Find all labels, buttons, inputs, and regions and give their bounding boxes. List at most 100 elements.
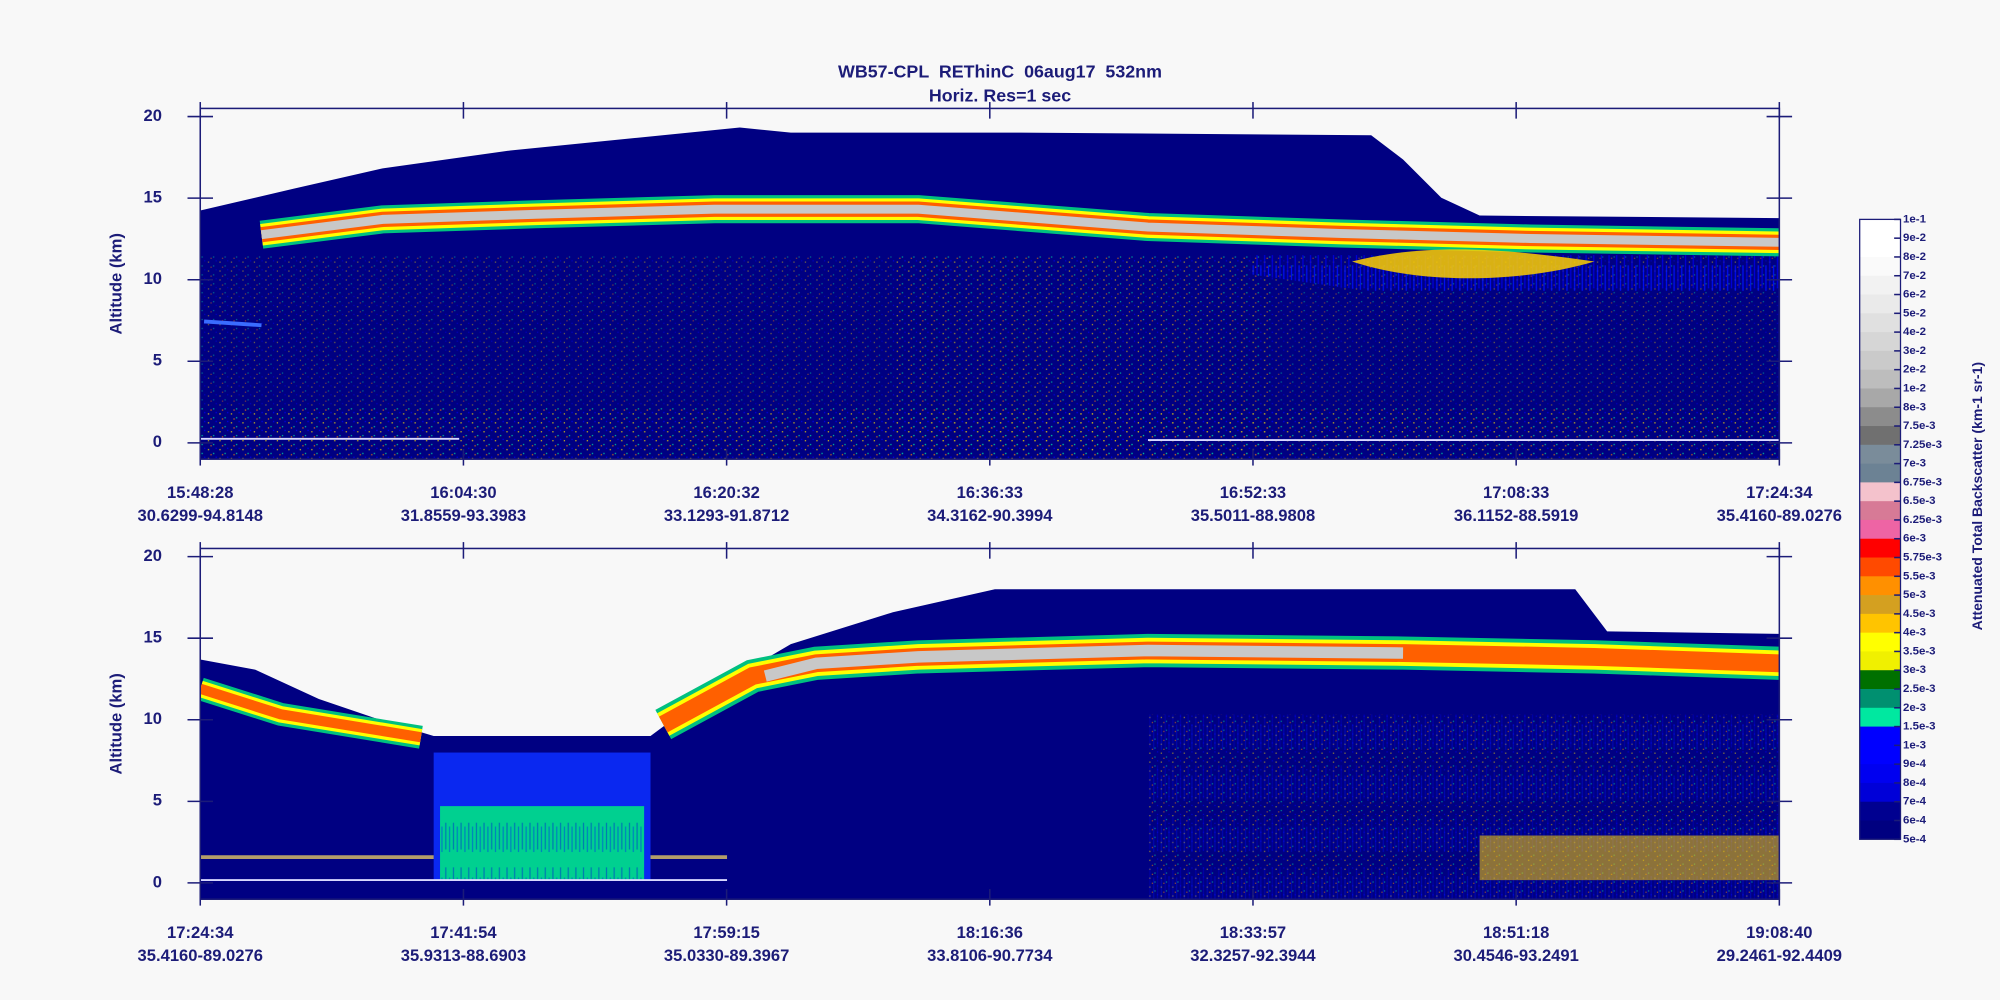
y-tick-label: 10 [144, 709, 162, 728]
colorbar-tick-label: 6e-3 [1903, 533, 1926, 545]
colorbar-tick-label: 4.5e-3 [1903, 608, 1936, 620]
colorbar-tick-label: 1e-2 [1903, 382, 1926, 394]
x-tick-location: 33.1293-91.8712 [664, 506, 789, 525]
colorbar-segment [1859, 726, 1901, 746]
y-tick-label: 0 [153, 432, 162, 451]
y-tick-label: 5 [153, 351, 162, 370]
x-tick-location: 35.9313-88.6903 [401, 946, 526, 965]
y-tick-label: 15 [144, 188, 162, 207]
colorbar-segment [1859, 613, 1901, 634]
colorbar-tick-label: 7.5e-3 [1903, 420, 1936, 432]
x-tick-location: 30.4546-93.2491 [1453, 946, 1578, 965]
colorbar-tick-label: 5e-3 [1903, 589, 1926, 601]
chart-title: WB57-CPL REThinC 06aug17 532nm [838, 61, 1162, 81]
colorbar-segment [1859, 332, 1901, 352]
x-tick-time: 18:51:18 [1483, 923, 1549, 942]
colorbar-segment [1859, 501, 1901, 521]
colorbar-segment [1859, 595, 1901, 615]
x-tick-location: 30.6299-94.8148 [138, 506, 263, 525]
colorbar-tick-label: 6e-4 [1903, 815, 1927, 827]
colorbar-tick-label: 1e-1 [1903, 213, 1927, 225]
x-tick-location: 31.8559-93.3983 [401, 506, 526, 525]
x-tick-time: 15:48:28 [167, 483, 233, 502]
y-tick-label: 20 [144, 106, 162, 125]
x-tick-location: 35.0330-89.3967 [664, 946, 789, 965]
colorbar-tick-label: 2e-2 [1903, 364, 1926, 376]
curtain-image [200, 548, 1780, 900]
x-tick-time: 18:16:36 [957, 923, 1023, 942]
colorbar-tick-label: 7e-2 [1903, 270, 1926, 282]
colorbar-tick-label: 5.5e-3 [1903, 570, 1936, 582]
colorbar-segment [1859, 689, 1901, 709]
colorbar-segment [1859, 651, 1901, 671]
colorbar-tick-label: 8e-3 [1903, 401, 1926, 413]
colorbar-tick-label: 3e-3 [1903, 664, 1926, 676]
colorbar-tick-label: 2.5e-3 [1903, 683, 1936, 695]
colorbar-tick-label: 9e-2 [1903, 232, 1926, 244]
y-axis-label: Altitude (km) [107, 233, 126, 334]
x-tick-time: 17:59:15 [693, 923, 759, 942]
x-tick-time: 16:52:33 [1220, 483, 1286, 502]
colorbar-segment [1859, 388, 1901, 408]
x-tick-location: 29.2461-92.4409 [1717, 946, 1842, 965]
colorbar-tick-label: 3e-2 [1903, 345, 1926, 357]
colorbar-tick-label: 6e-2 [1903, 289, 1926, 301]
colorbar-tick-label: 5e-2 [1903, 307, 1926, 319]
x-tick-time: 18:33:57 [1220, 923, 1286, 942]
colorbar-segment [1859, 313, 1901, 333]
colorbar-tick-label: 8e-2 [1903, 251, 1926, 263]
colorbar-tick-label: 6.5e-3 [1903, 495, 1936, 507]
colorbar-tick-label: 7e-3 [1903, 458, 1926, 470]
colorbar-tick-label: 5.75e-3 [1903, 552, 1942, 564]
colorbar-segment [1859, 782, 1901, 803]
curtain-image [200, 108, 1780, 460]
x-tick-time: 16:20:32 [693, 483, 759, 502]
x-tick-time: 17:24:34 [167, 923, 234, 942]
colorbar-tick-label: 7e-4 [1903, 796, 1927, 808]
y-tick-label: 5 [153, 791, 162, 810]
x-tick-location: 32.3257-92.3944 [1190, 946, 1316, 965]
y-tick-label: 0 [153, 872, 162, 891]
colorbar-segment [1859, 275, 1901, 295]
colorbar-frame [1859, 218, 1902, 840]
colorbar-segment [1859, 369, 1901, 389]
colorbar-tick-label: 5e-4 [1903, 833, 1927, 845]
x-tick-time: 17:41:54 [430, 923, 497, 942]
colorbar-segment [1859, 764, 1901, 784]
colorbar-segment [1859, 670, 1901, 690]
x-tick-time: 16:04:30 [430, 483, 496, 502]
colorbar-tick-label: 7.25e-3 [1903, 439, 1942, 451]
colorbar-segment [1859, 407, 1901, 427]
colorbar-segment [1859, 801, 1901, 821]
x-tick-time: 19:08:40 [1746, 923, 1812, 942]
colorbar-segment [1859, 219, 1901, 239]
colorbar-tick-label: 1e-3 [1903, 739, 1926, 751]
colorbar-segment [1859, 820, 1901, 840]
colorbar-tick-label: 6.75e-3 [1903, 476, 1942, 488]
x-tick-location: 35.4160-89.0276 [138, 946, 263, 965]
colorbar-tick-label: 8e-4 [1903, 777, 1927, 789]
x-tick-time: 17:24:34 [1746, 483, 1813, 502]
colorbar-label: Attenuated Total Backscatter (km-1 sr-1) [1969, 362, 1985, 630]
colorbar-segment [1859, 238, 1901, 258]
x-tick-location: 35.5011-88.9808 [1191, 506, 1315, 525]
chart-subtitle: Horiz. Res=1 sec [929, 86, 1071, 106]
colorbar-tick-label: 9e-4 [1903, 758, 1927, 770]
x-tick-time: 16:36:33 [957, 483, 1023, 502]
colorbar-segment [1859, 538, 1901, 558]
colorbar-segment [1859, 745, 1901, 765]
y-tick-label: 15 [144, 628, 162, 647]
x-tick-location: 33.8106-90.7734 [927, 946, 1053, 965]
y-tick-label: 20 [144, 546, 162, 565]
colorbar-tick-label: 2e-3 [1903, 702, 1926, 714]
colorbar-segment [1859, 632, 1901, 652]
x-tick-time: 17:08:33 [1483, 483, 1549, 502]
colorbar-segment [1859, 557, 1901, 577]
colorbar-segment [1859, 519, 1901, 540]
colorbar-segment [1859, 576, 1901, 596]
colorbar-segment [1859, 482, 1901, 502]
x-tick-location: 36.1152-88.5919 [1454, 506, 1578, 525]
colorbar-segment [1859, 707, 1901, 727]
